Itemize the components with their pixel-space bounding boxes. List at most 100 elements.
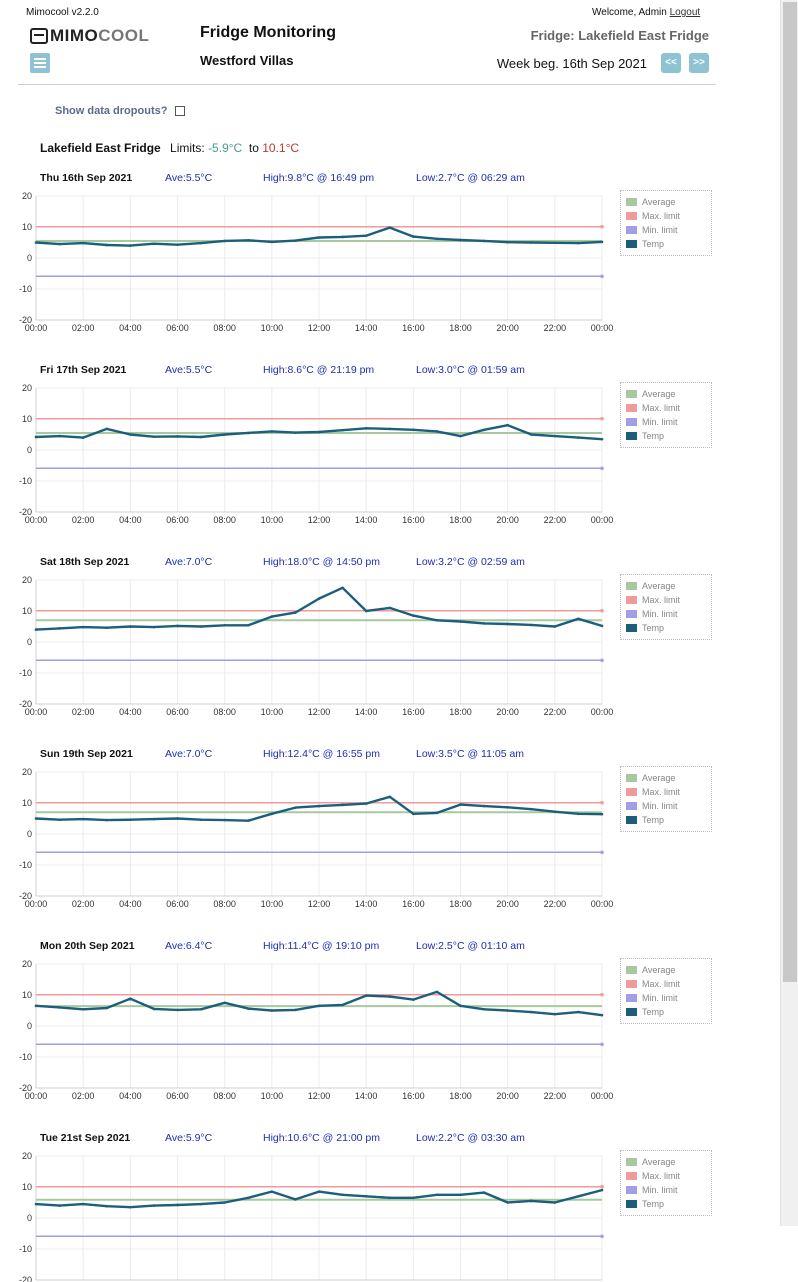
- legend-swatch: [626, 226, 637, 234]
- temp-data-point: [246, 431, 250, 435]
- show-dropouts-checkbox[interactable]: [175, 106, 186, 116]
- previous-week-button[interactable]: <<: [661, 53, 681, 73]
- legend-label: Max. limit: [642, 403, 680, 413]
- x-tick-label: 20:00: [496, 323, 519, 333]
- x-tick-label: 04:00: [119, 515, 142, 525]
- legend-swatch: [626, 1158, 637, 1166]
- day-average: Ave:5.5°C: [165, 172, 213, 184]
- page-scrollbar[interactable]: [780, 0, 798, 1226]
- temp-data-point: [482, 1191, 486, 1194]
- legend-item-temp[interactable]: Temp: [626, 237, 711, 251]
- day-title: Sun 19th Sep 2021: [40, 748, 133, 760]
- min-limit-marker: [600, 1234, 604, 1239]
- legend-label: Min. limit: [642, 801, 678, 811]
- y-tick-label: 20: [22, 383, 32, 393]
- legend-item-max[interactable]: Max. limit: [626, 401, 711, 415]
- y-tick-label: -20: [19, 1083, 32, 1093]
- temp-data-point: [223, 239, 226, 243]
- legend-item-average[interactable]: Average: [626, 195, 711, 209]
- hamburger-menu-icon[interactable]: [30, 53, 50, 73]
- temp-data-point: [223, 623, 226, 627]
- y-tick-label: -10: [19, 284, 32, 294]
- legend-item-average[interactable]: Average: [626, 387, 711, 401]
- next-week-button[interactable]: >>: [689, 53, 709, 73]
- legend-item-max[interactable]: Max. limit: [626, 785, 711, 799]
- y-tick-label: 0: [27, 253, 32, 263]
- temp-data-point: [364, 802, 368, 805]
- legend-item-min[interactable]: Min. limit: [626, 223, 711, 237]
- y-tick-label: -20: [19, 315, 32, 325]
- legend-item-max[interactable]: Max. limit: [626, 209, 711, 223]
- temp-data-point: [176, 243, 179, 246]
- temp-data-point: [199, 625, 203, 628]
- legend-item-min[interactable]: Min. limit: [626, 415, 711, 429]
- temp-data-point: [294, 806, 297, 809]
- legend-label: Temp: [642, 1199, 665, 1209]
- chart-legend: Average Max. limit Min. limit Temp: [620, 766, 712, 832]
- temp-data-point: [34, 628, 38, 631]
- temp-data-point: [482, 622, 486, 625]
- legend-item-average[interactable]: Average: [626, 1155, 711, 1169]
- temp-data-point: [152, 1007, 156, 1011]
- site-name: Westford Villas: [200, 53, 294, 68]
- temp-data-point: [341, 428, 344, 432]
- legend-item-max[interactable]: Max. limit: [626, 593, 711, 607]
- legend-label: Max. limit: [642, 787, 680, 797]
- x-tick-label: 08:00: [213, 899, 236, 909]
- legend-item-temp[interactable]: Temp: [626, 621, 711, 635]
- legend-item-average[interactable]: Average: [626, 963, 711, 977]
- legend-item-temp[interactable]: Temp: [626, 1005, 711, 1019]
- temp-data-point: [341, 803, 344, 807]
- legend-item-min[interactable]: Min. limit: [626, 991, 711, 1005]
- scrollbar-thumb[interactable]: [783, 2, 797, 982]
- temp-data-point: [176, 1203, 179, 1207]
- legend-item-min[interactable]: Min. limit: [626, 1183, 711, 1197]
- legend-label: Average: [642, 197, 676, 207]
- header-divider: [18, 84, 716, 85]
- temp-data-point: [317, 804, 321, 808]
- min-limit-marker: [600, 274, 604, 279]
- temp-data-point: [553, 810, 557, 813]
- temp-data-point: [364, 609, 368, 613]
- legend-item-max[interactable]: Max. limit: [626, 977, 711, 991]
- week-beginning: Week beg. 16th Sep 2021: [496, 56, 647, 71]
- x-tick-label: 06:00: [166, 899, 189, 909]
- temp-data-point: [388, 606, 392, 610]
- legend-swatch: [626, 432, 637, 440]
- y-tick-label: 20: [22, 191, 32, 201]
- page: Mimocool v2.2.0 Welcome, Admin Logout MI…: [18, 7, 716, 1282]
- legend-item-min[interactable]: Min. limit: [626, 607, 711, 621]
- temp-data-point: [553, 1201, 557, 1204]
- legend-item-temp[interactable]: Temp: [626, 1197, 711, 1211]
- legend-item-temp[interactable]: Temp: [626, 429, 711, 443]
- x-tick-label: 22:00: [544, 899, 567, 909]
- x-tick-label: 14:00: [355, 899, 378, 909]
- chart-legend: Average Max. limit Min. limit Temp: [620, 958, 712, 1024]
- temp-data-point: [81, 1202, 85, 1206]
- temp-data-point: [412, 614, 415, 617]
- legend-item-temp[interactable]: Temp: [626, 813, 711, 827]
- legend-swatch: [626, 390, 637, 398]
- temp-data-point: [105, 427, 109, 431]
- max-limit-marker: [600, 416, 604, 421]
- legend-item-average[interactable]: Average: [626, 579, 711, 593]
- temp-data-point: [600, 1188, 604, 1192]
- temp-data-point: [459, 1193, 462, 1197]
- x-tick-label: 22:00: [544, 323, 567, 333]
- x-tick-label: 08:00: [213, 515, 236, 525]
- show-dropouts-toggle[interactable]: Show data dropouts?: [55, 105, 186, 117]
- x-tick-label: 10:00: [261, 899, 284, 909]
- legend-swatch: [626, 788, 637, 796]
- legend-item-min[interactable]: Min. limit: [626, 799, 711, 813]
- legend-item-max[interactable]: Max. limit: [626, 1169, 711, 1183]
- temp-data-point: [317, 1004, 321, 1008]
- legend-label: Temp: [642, 1007, 665, 1017]
- x-tick-label: 16:00: [402, 515, 425, 525]
- logout-link[interactable]: Logout: [669, 7, 701, 18]
- x-tick-label: 22:00: [544, 707, 567, 717]
- legend-item-average[interactable]: Average: [626, 771, 711, 785]
- temp-data-point: [223, 1201, 226, 1204]
- temp-data-point: [506, 1009, 509, 1012]
